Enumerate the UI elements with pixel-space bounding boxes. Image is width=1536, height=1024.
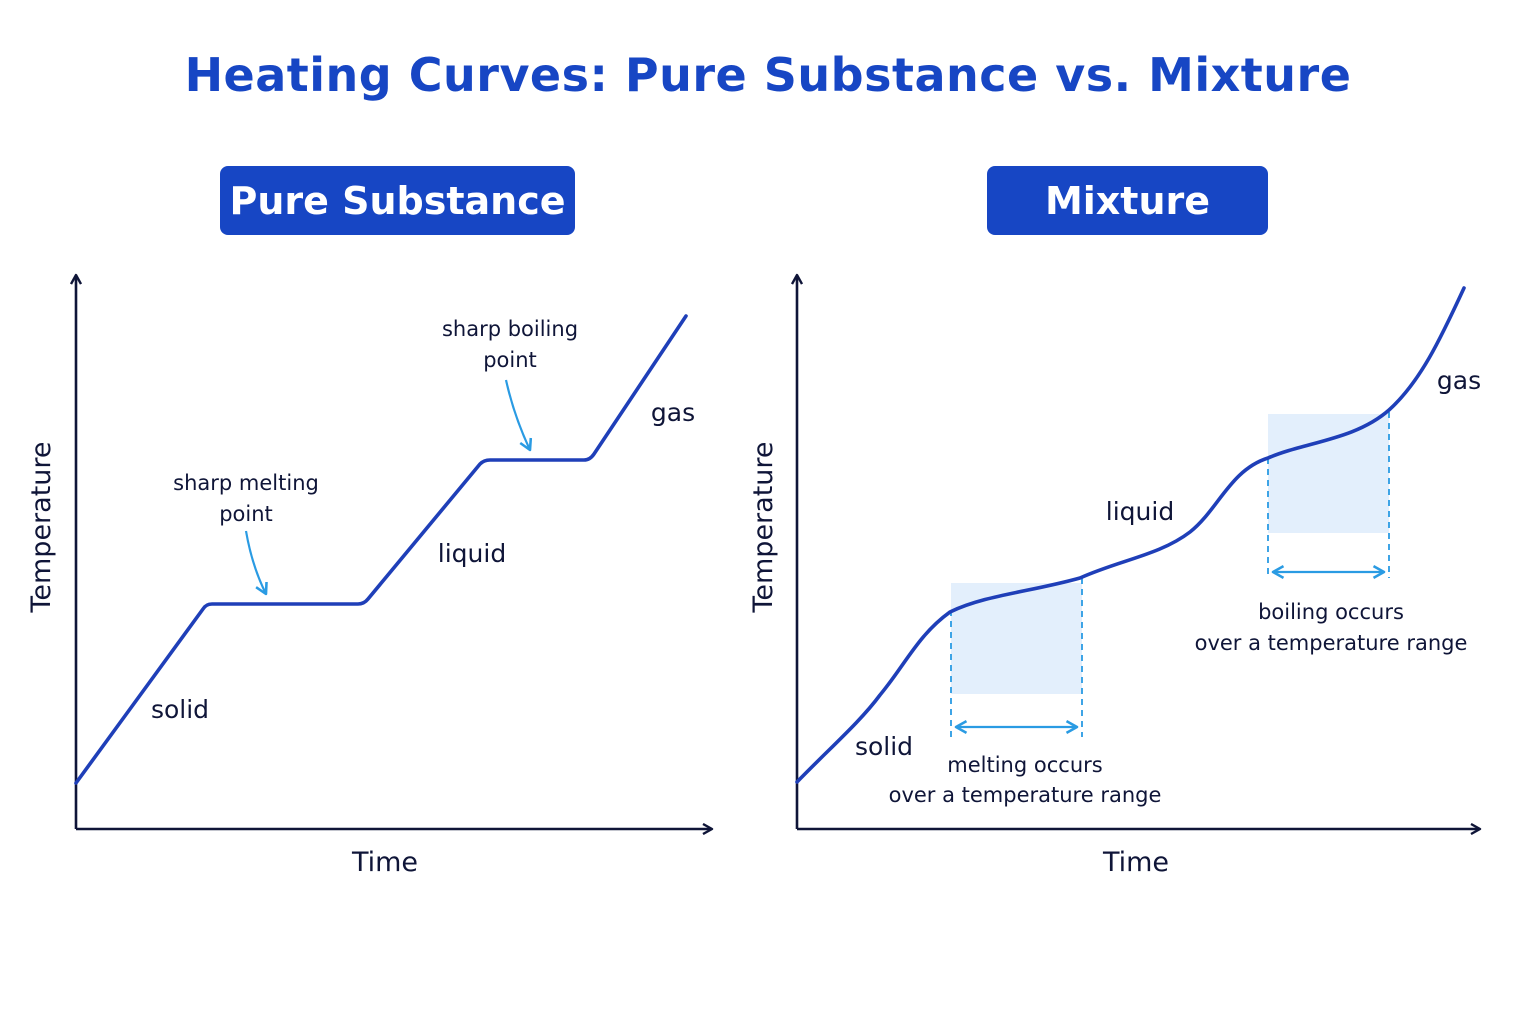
pure-solid-label: solid xyxy=(151,695,209,724)
pure-heating-curve xyxy=(74,314,688,785)
mixture-boiling-range-shade xyxy=(1268,414,1389,533)
mixture-boiling-note-line1: boiling occurs xyxy=(1258,600,1404,624)
mixture-chart: Time Temperature solid liquid gas meltin… xyxy=(748,275,1481,878)
mixture-heating-curve xyxy=(795,286,1466,784)
pure-melting-note-line1: sharp melting xyxy=(173,471,319,495)
mixture-solid-label: solid xyxy=(855,732,913,761)
mixture-gas-label: gas xyxy=(1437,366,1481,395)
mixture-y-axis-label: Temperature xyxy=(748,441,779,613)
mixture-melting-note-line2: over a temperature range xyxy=(889,783,1162,807)
pure-boiling-note-line1: sharp boiling xyxy=(442,317,578,341)
pure-boiling-note-line2: point xyxy=(483,348,537,372)
pure-substance-chart: Time Temperature solid liquid gas sharp … xyxy=(26,275,712,878)
diagram-title: Heating Curves: Pure Substance vs. Mixtu… xyxy=(184,48,1352,102)
pure-melting-note-line2: point xyxy=(219,502,273,526)
mixture-liquid-label: liquid xyxy=(1106,497,1174,526)
pure-melting-pointer-arrow xyxy=(244,530,268,596)
pure-y-axis-label: Temperature xyxy=(26,441,57,613)
mixture-boiling-note-line2: over a temperature range xyxy=(1195,631,1468,655)
pure-substance-badge: Pure Substance xyxy=(220,166,575,235)
mixture-melting-range-shade xyxy=(951,583,1082,694)
pure-x-axis-label: Time xyxy=(351,847,418,878)
mixture-melting-note-line1: melting occurs xyxy=(947,753,1102,777)
mixture-x-axis-label: Time xyxy=(1102,847,1169,878)
pure-boiling-pointer-arrow xyxy=(504,379,533,452)
pure-liquid-label: liquid xyxy=(438,539,506,568)
mixture-badge: Mixture xyxy=(987,166,1268,235)
pure-gas-label: gas xyxy=(651,398,695,427)
